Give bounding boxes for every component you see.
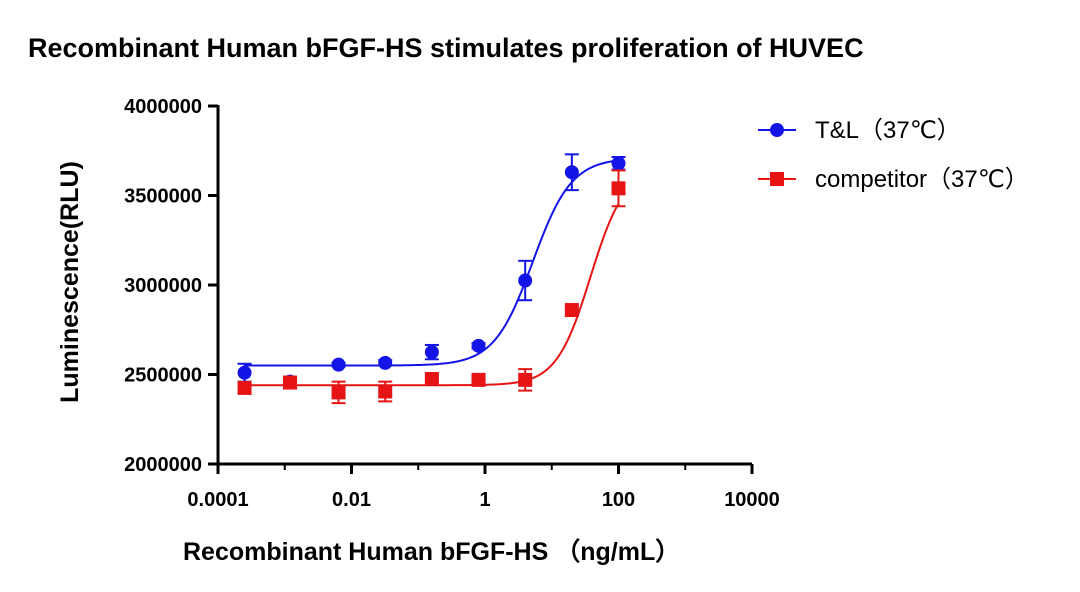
x-tick-label: 10000 bbox=[724, 489, 780, 511]
x-tick-label: 1 bbox=[479, 489, 490, 511]
data-point bbox=[611, 181, 626, 196]
x-axis-label: Recombinant Human bFGF-HS （ng/mL） bbox=[183, 537, 680, 566]
x-tick-label: 100 bbox=[602, 489, 635, 511]
data-point bbox=[378, 355, 393, 370]
y-tick-label: 2500000 bbox=[124, 365, 202, 387]
chart-title: Recombinant Human bFGF-HS stimulates pro… bbox=[28, 33, 864, 63]
legend: T&L（37℃） competitor（37℃） bbox=[758, 117, 1029, 193]
data-points bbox=[237, 153, 626, 405]
data-point bbox=[471, 372, 486, 387]
data-point bbox=[518, 273, 533, 288]
data-point bbox=[611, 156, 626, 171]
y-tick-label: 3500000 bbox=[124, 186, 202, 208]
legend-marker bbox=[770, 123, 784, 137]
y-axis: 2000000 2500000 3000000 3500000 4000000 bbox=[124, 96, 220, 476]
x-tick-label: 0.01 bbox=[332, 489, 371, 511]
y-tick-label: 2000000 bbox=[124, 454, 202, 476]
fit-curve bbox=[244, 159, 619, 367]
y-tick-label: 4000000 bbox=[124, 96, 202, 118]
data-point bbox=[331, 357, 346, 372]
data-point bbox=[424, 371, 439, 386]
data-point bbox=[518, 372, 533, 387]
data-point bbox=[424, 345, 439, 360]
legend-label: T&L（37℃） bbox=[815, 117, 961, 144]
x-tick-label: 0.0001 bbox=[187, 489, 248, 511]
x-axis: 0.0001 0.01 1 100 10000 bbox=[187, 462, 780, 511]
data-point bbox=[471, 338, 486, 353]
data-point bbox=[378, 384, 393, 399]
legend-label: competitor（37℃） bbox=[815, 166, 1029, 193]
y-axis-label: Luminescence(RLU) bbox=[56, 161, 84, 403]
data-point bbox=[564, 165, 579, 180]
data-point bbox=[331, 385, 346, 400]
data-point bbox=[564, 303, 579, 318]
data-point bbox=[283, 375, 298, 390]
legend-marker bbox=[770, 172, 784, 186]
y-tick-label: 3000000 bbox=[124, 275, 202, 297]
data-point bbox=[237, 365, 252, 380]
data-point bbox=[237, 380, 252, 395]
